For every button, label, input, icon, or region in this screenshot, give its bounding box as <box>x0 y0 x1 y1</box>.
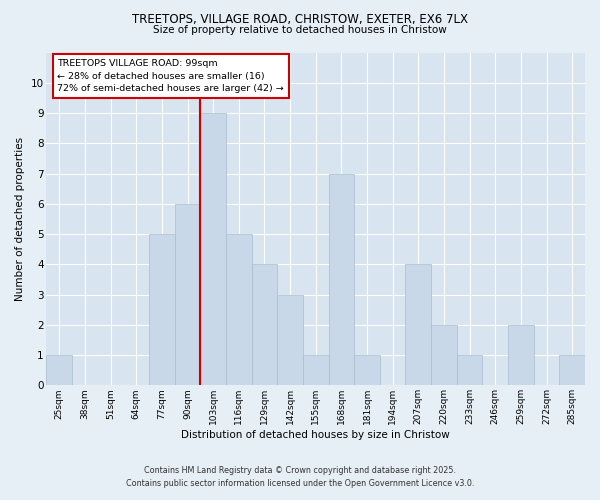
Bar <box>175 204 200 386</box>
Bar <box>200 113 226 386</box>
Text: TREETOPS, VILLAGE ROAD, CHRISTOW, EXETER, EX6 7LX: TREETOPS, VILLAGE ROAD, CHRISTOW, EXETER… <box>132 12 468 26</box>
Text: TREETOPS VILLAGE ROAD: 99sqm
← 28% of detached houses are smaller (16)
72% of se: TREETOPS VILLAGE ROAD: 99sqm ← 28% of de… <box>57 59 284 93</box>
Bar <box>226 234 251 386</box>
Bar <box>149 234 175 386</box>
Bar <box>251 264 277 386</box>
Bar <box>559 355 585 386</box>
Bar <box>354 355 380 386</box>
Y-axis label: Number of detached properties: Number of detached properties <box>15 137 25 301</box>
Bar <box>406 264 431 386</box>
Text: Contains HM Land Registry data © Crown copyright and database right 2025.
Contai: Contains HM Land Registry data © Crown c… <box>126 466 474 487</box>
Bar <box>329 174 354 386</box>
Text: Size of property relative to detached houses in Christow: Size of property relative to detached ho… <box>153 25 447 35</box>
X-axis label: Distribution of detached houses by size in Christow: Distribution of detached houses by size … <box>181 430 450 440</box>
Bar <box>508 325 534 386</box>
Bar <box>431 325 457 386</box>
Bar <box>457 355 482 386</box>
Bar <box>46 355 72 386</box>
Bar <box>303 355 329 386</box>
Bar <box>277 294 303 386</box>
